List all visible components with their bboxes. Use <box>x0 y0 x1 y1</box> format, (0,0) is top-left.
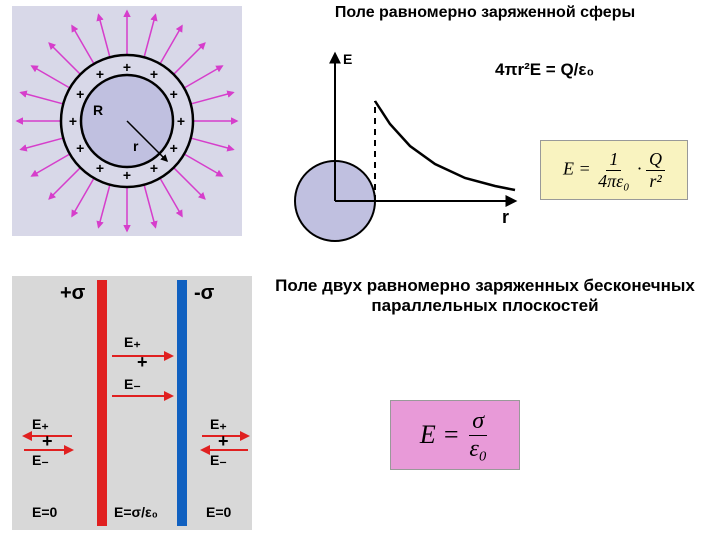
Eplus-mid1: E₊ <box>124 334 141 351</box>
svg-text:R: R <box>93 102 103 118</box>
svg-text:+: + <box>76 86 84 102</box>
svg-text:+: + <box>177 113 185 129</box>
region-left: E=0 <box>32 504 57 520</box>
svg-text:+: + <box>170 86 178 102</box>
svg-text:+: + <box>96 160 104 176</box>
svg-text:+: + <box>170 140 178 156</box>
svg-text:+: + <box>76 140 84 156</box>
formula1-f1den: 4πε₀ <box>595 171 632 192</box>
sigma-plus-label: +σ <box>60 282 85 305</box>
formula1-dot: · <box>637 158 642 178</box>
svg-text:E: E <box>343 51 352 67</box>
parallel-planes-diagram: +σ -σ E₊ E₋ + E₊ E₋ + E₊ E₋ + E=0 E=σ/ε₀… <box>12 276 252 530</box>
svg-text:+: + <box>123 59 131 75</box>
formula1-f2num: Q <box>646 149 665 171</box>
svg-text:r: r <box>133 138 139 154</box>
formula2-num: σ <box>469 408 487 436</box>
Eminus-mid: E₋ <box>124 376 141 393</box>
formula2-den: ε₀ <box>466 436 490 463</box>
title-planes: Поле двух равномерно заряженных бесконеч… <box>270 276 700 317</box>
formula-sphere-field: E = 14πε₀ · Qr² <box>540 140 688 200</box>
Eminus-right: E₋ <box>210 452 227 469</box>
region-right: E=0 <box>206 504 231 520</box>
title-sphere: Поле равномерно заряженной сферы <box>270 4 700 22</box>
plus-left: + <box>42 431 53 452</box>
svg-text:+: + <box>69 113 77 129</box>
sphere-field-diagram: + + + + + + + + + + + + Rr <box>12 6 242 236</box>
graph-e-vs-r: Er <box>280 46 520 246</box>
formula1-f2den: r² <box>646 171 664 192</box>
svg-text:+: + <box>96 66 104 82</box>
Eminus-left: E₋ <box>32 452 49 469</box>
formula-planes-field: E = σε₀ <box>390 400 520 470</box>
plus-mid: + <box>137 352 148 373</box>
formula2-lhs: E = <box>420 420 460 450</box>
sigma-minus-label: -σ <box>194 282 214 305</box>
svg-text:+: + <box>150 66 158 82</box>
formula1-lhs: E = <box>563 158 591 178</box>
region-mid: E=σ/ε₀ <box>114 504 158 520</box>
svg-text:r: r <box>502 207 509 227</box>
formula1-f1num: 1 <box>606 149 621 171</box>
plus-right: + <box>218 431 229 452</box>
svg-text:+: + <box>123 167 131 183</box>
svg-text:+: + <box>150 160 158 176</box>
